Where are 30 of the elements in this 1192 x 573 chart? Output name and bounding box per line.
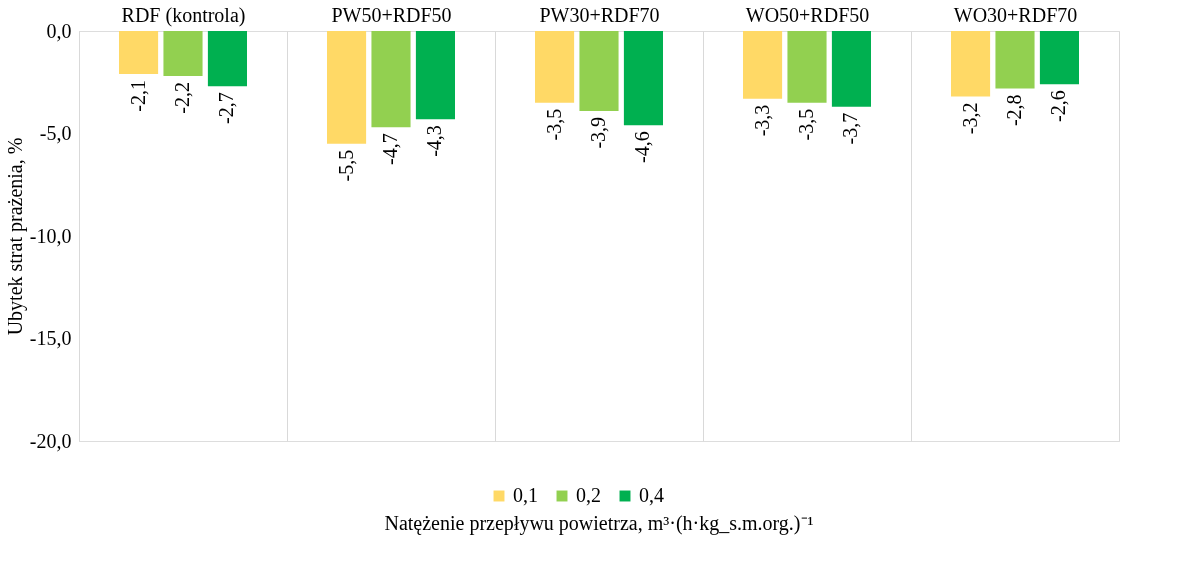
legend-label: 0,1 xyxy=(513,484,538,506)
data-label: -2,6 xyxy=(1047,90,1070,122)
data-label: -3,9 xyxy=(587,116,609,149)
y-axis-title: Ubytek strat prażenia, % xyxy=(3,137,27,336)
data-label: -3,3 xyxy=(750,104,773,137)
data-label: -2,7 xyxy=(215,92,238,125)
data-label: -2,1 xyxy=(126,80,149,112)
data-label: -3,5 xyxy=(542,108,565,141)
y-tick-label: -5,0 xyxy=(39,122,72,144)
data-label: -3,5 xyxy=(795,108,817,141)
x-tick-label: WO50+RDF50 xyxy=(745,3,870,26)
data-label: -4,7 xyxy=(379,133,401,166)
data-label: -4,3 xyxy=(423,125,446,157)
legend-label: 0,2 xyxy=(576,484,601,506)
x-tick-label: PW50+RDF50 xyxy=(331,3,452,26)
data-label: -5,5 xyxy=(334,149,357,182)
data-label: -2,2 xyxy=(171,82,193,114)
legend-label: 0,4 xyxy=(639,484,664,506)
x-tick-label: RDF (kontrola) xyxy=(121,3,246,27)
x-tick-label: WO30+RDF70 xyxy=(953,3,1078,26)
y-tick-label: -20,0 xyxy=(29,429,72,452)
x-tick-label: PW30+RDF70 xyxy=(539,3,660,26)
data-label: -3,2 xyxy=(958,102,981,135)
y-tick-label: -15,0 xyxy=(29,327,72,349)
data-label: -3,7 xyxy=(839,112,862,145)
x-axis-title: Natężenie przepływu powietrza, m³·(h·kg_s.m.org.)⁻¹ xyxy=(384,512,814,535)
data-label: -4,6 xyxy=(631,131,654,163)
y-tick-label: 0,0 xyxy=(46,19,72,42)
y-tick-label: -10,0 xyxy=(29,224,72,247)
data-label: -2,8 xyxy=(1003,94,1025,127)
